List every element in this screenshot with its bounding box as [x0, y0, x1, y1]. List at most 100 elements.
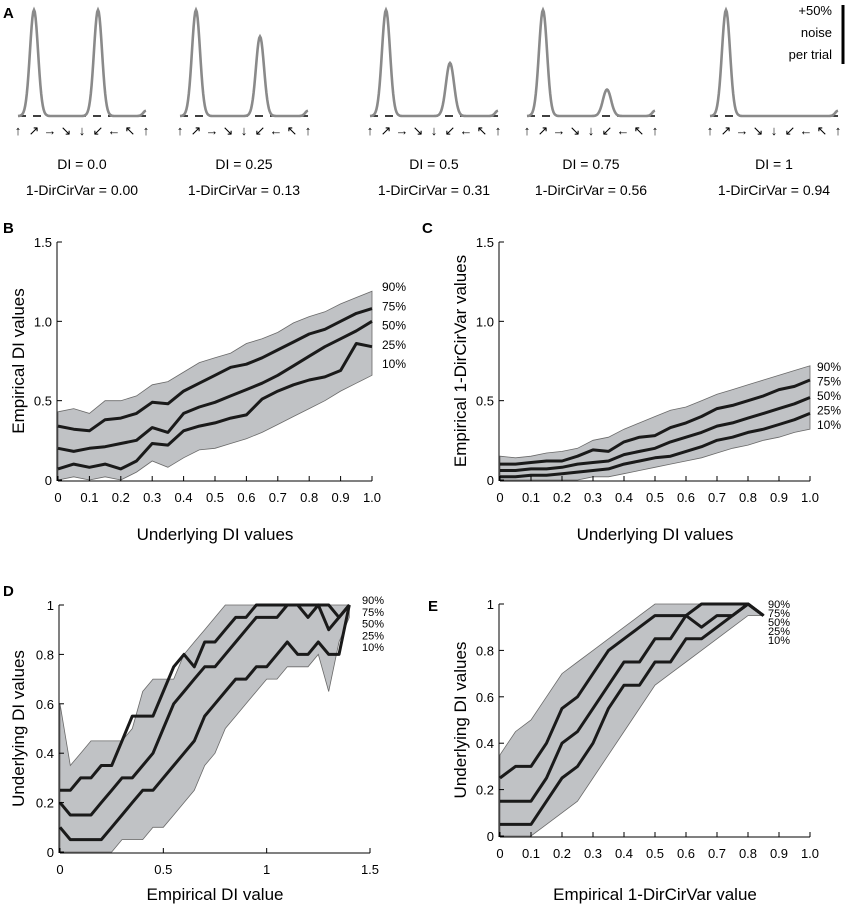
- y-tick-label: 0: [45, 473, 52, 488]
- x-tick-label: 0.1: [80, 490, 98, 505]
- x-tick-label: 0.2: [112, 490, 130, 505]
- percentile-label: 10%: [768, 635, 790, 647]
- x-tick-label: 0.9: [332, 490, 350, 505]
- y-tick-label: 0: [47, 845, 54, 860]
- percentile-label: 25%: [382, 338, 406, 352]
- direction-arrow: ↖: [287, 123, 298, 138]
- percentile-label: 50%: [362, 619, 384, 631]
- percentile-label: 90%: [362, 595, 384, 607]
- x-tick-label: 0.8: [739, 490, 757, 505]
- x-tick-label: 0.8: [300, 490, 318, 505]
- direction-arrow: ↗: [191, 123, 202, 138]
- di-label: DI = 1: [755, 156, 793, 172]
- x-axis-label: Empirical 1-DirCirVar value: [553, 885, 757, 904]
- direction-arrow: ↓: [771, 123, 778, 138]
- direction-arrow: ↗: [721, 123, 732, 138]
- percentile-label: 25%: [817, 404, 841, 418]
- y-tick-label: 1: [47, 598, 54, 613]
- tuning-curve-group-3: ↑ ↗ → ↘ ↓ ↙ ← ↖ ↑ DI = 0.5 1-DirCirVar = 0.31: [367, 10, 502, 198]
- y-tick-label: 0.4: [36, 746, 54, 761]
- x-tick-label: 1.0: [801, 490, 819, 505]
- x-tick-label: 1: [263, 862, 270, 877]
- di-label: DI = 0.5: [409, 156, 459, 172]
- direction-arrow: ↗: [29, 123, 40, 138]
- percentile-label: 75%: [817, 375, 841, 389]
- direction-arrow: ↙: [602, 123, 613, 138]
- panel-e: 0 0.1 0.2 0.3 0.4 0.5 0.6 0.7 0.8 0.9 1.000.20.40.…: [451, 597, 819, 904]
- panel-letter-e: E: [428, 598, 438, 615]
- direction-arrow: →: [736, 123, 749, 138]
- y-tick-label: 0.2: [36, 796, 54, 811]
- tuning-curve: [370, 10, 498, 116]
- x-tick-label: 0.6: [237, 490, 255, 505]
- panel-letter-b: B: [3, 220, 14, 237]
- y-tick-label: 0.6: [476, 690, 494, 705]
- scale-bar-label-2: noise: [801, 25, 832, 40]
- x-tick-label: 0: [496, 490, 503, 505]
- direction-arrow: ←: [108, 123, 121, 138]
- direction-arrow: ↑: [524, 123, 531, 138]
- percentile-label: 75%: [362, 607, 384, 619]
- direction-arrow: ↑: [495, 123, 502, 138]
- direction-arrow: ↓: [588, 123, 595, 138]
- y-axis-label: Empirical 1-DirCirVar values: [451, 255, 470, 467]
- direction-arrow: ↑: [177, 123, 184, 138]
- y-tick-label: 1.0: [34, 314, 52, 329]
- tuning-curve: [527, 10, 655, 116]
- di-label: DI = 0.0: [57, 156, 107, 172]
- figure: A B C D E +50% noise per trial ↑ ↗ → ↘ ↓ ↙ ← ↖ ↑…: [0, 0, 850, 911]
- x-tick-label: 0.7: [708, 846, 726, 861]
- percentile-label: 25%: [362, 630, 384, 642]
- x-axis-label: Underlying DI values: [137, 525, 294, 544]
- direction-arrow: ↓: [431, 123, 438, 138]
- tuning-curve: [18, 10, 146, 116]
- direction-arrow: ←: [617, 123, 630, 138]
- x-tick-label: 0.5: [206, 490, 224, 505]
- y-tick-label: 0.4: [476, 736, 494, 751]
- dircirvar-label: 1-DirCirVar = 0.94: [718, 182, 830, 198]
- percentile-label: 10%: [817, 418, 841, 432]
- tuning-curve-group-1: ↑ ↗ → ↘ ↓ ↙ ← ↖ ↑ DI = 0.0 1-DirCirVar = 0.00: [15, 10, 150, 198]
- x-tick-label: 0.3: [584, 490, 602, 505]
- percentile-label: 90%: [817, 360, 841, 374]
- percentile-band-10-90: [500, 604, 764, 836]
- x-tick-label: 0: [496, 846, 503, 861]
- di-label: DI = 0.75: [562, 156, 619, 172]
- panel-d: 0 0.5 1 1.500.20.40.60.81Empirical DI value…: [9, 595, 384, 904]
- x-tick-label: 0.4: [175, 490, 193, 505]
- direction-arrow: ↑: [707, 123, 714, 138]
- direction-arrow: ↖: [477, 123, 488, 138]
- x-tick-label: 1.0: [363, 490, 381, 505]
- direction-arrow: ↑: [305, 123, 312, 138]
- dircirvar-label: 1-DirCirVar = 0.13: [188, 182, 300, 198]
- panel-a: +50% noise per trial ↑ ↗ → ↘ ↓ ↙ ← ↖ ↑ DI = 0.0 1-…: [15, 3, 843, 198]
- direction-arrow: ↑: [15, 123, 22, 138]
- direction-arrow: ↗: [538, 123, 549, 138]
- x-tick-label: 0.9: [770, 846, 788, 861]
- tuning-curve-group-2: ↑ ↗ → ↘ ↓ ↙ ← ↖ ↑DI = 0.251-DirCirVar = 0.13: [177, 10, 312, 198]
- direction-arrow: ↘: [753, 123, 764, 138]
- x-tick-label: 0.5: [646, 490, 664, 505]
- percentile-label: 10%: [382, 357, 406, 371]
- x-tick-label: 0: [54, 490, 61, 505]
- x-tick-label: 0.6: [677, 490, 695, 505]
- y-tick-label: 1.5: [476, 235, 494, 250]
- direction-arrow: →: [553, 123, 566, 138]
- x-tick-label: 0.5: [646, 846, 664, 861]
- x-tick-label: 0.2: [553, 846, 571, 861]
- direction-arrow: ↖: [817, 123, 828, 138]
- percentile-label: 50%: [382, 319, 406, 333]
- y-axis-label: Underlying DI values: [9, 650, 28, 807]
- x-tick-label: 0.9: [770, 490, 788, 505]
- panel-b: 0 0.1 0.2 0.3 0.4 0.5 0.6 0.7 0.8 0.9 1.000.51.01.…: [9, 235, 406, 544]
- panel-c: 0 0.1 0.2 0.3 0.4 0.5 0.6 0.7 0.8 0.9 1.0 0 0.5 1.0 1.…: [451, 235, 841, 544]
- direction-arrow: ↙: [93, 123, 104, 138]
- x-tick-label: 1.0: [801, 846, 819, 861]
- direction-arrow: ↖: [634, 123, 645, 138]
- panel-letter-d: D: [3, 583, 14, 600]
- dircirvar-label: 1-DirCirVar = 0.56: [535, 182, 647, 198]
- x-tick-label: 0.1: [522, 846, 540, 861]
- x-tick-label: 1.5: [361, 862, 379, 877]
- direction-arrow: ↘: [61, 123, 72, 138]
- y-tick-label: 0: [487, 829, 494, 844]
